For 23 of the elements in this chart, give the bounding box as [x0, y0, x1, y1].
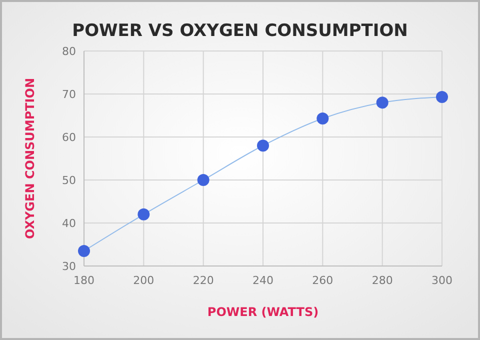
x-tick-label: 260: [312, 274, 334, 287]
chart-title: POWER VS OXYGEN CONSUMPTION: [72, 21, 408, 41]
point: [436, 91, 448, 104]
point: [316, 112, 329, 125]
x-tick-label: 280: [372, 274, 393, 287]
y-tick-label: 80: [62, 44, 76, 58]
y-tick-label: 60: [62, 130, 76, 144]
point: [78, 244, 90, 257]
point: [138, 208, 150, 220]
y-tick-label: 50: [62, 174, 76, 187]
y-tick-label: 70: [62, 88, 76, 101]
x-axis-title: POWER (WATTS): [207, 305, 319, 319]
y-tick-label: 40: [62, 216, 76, 230]
point: [376, 96, 388, 109]
y-tick-label: 30: [62, 260, 76, 273]
x-tick-label: 240: [252, 274, 274, 287]
point: [197, 174, 210, 186]
x-tick-label: 200: [133, 274, 154, 287]
x-tick-label: 300: [432, 274, 452, 287]
point: [257, 140, 269, 152]
x-tick-label: 180: [74, 274, 94, 287]
y-axis-title: OXYGEN CONSUMPTION: [23, 78, 37, 240]
x-tick-label: 220: [192, 274, 214, 287]
